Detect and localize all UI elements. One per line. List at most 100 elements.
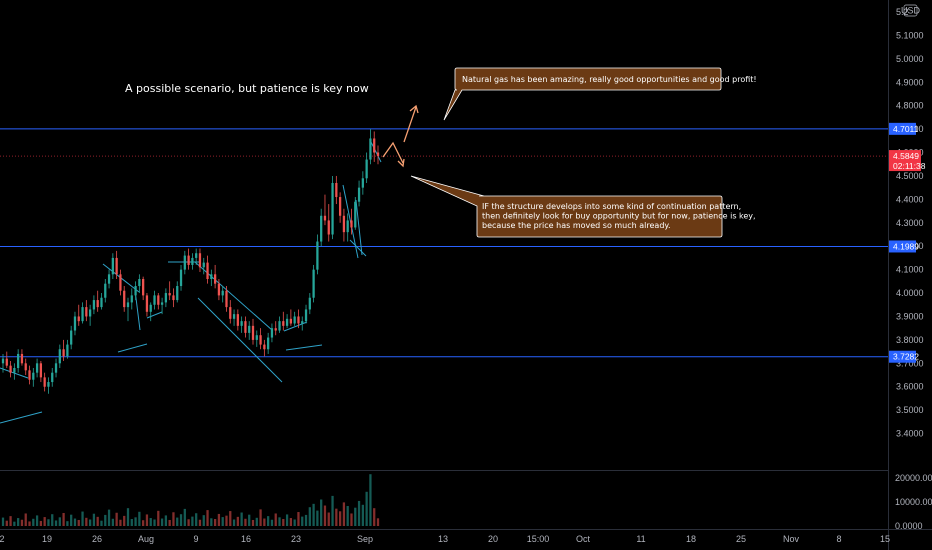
candle-body xyxy=(346,220,349,233)
top-wedge-line xyxy=(369,139,382,163)
candle-body xyxy=(335,182,338,198)
candle-body xyxy=(168,293,171,296)
candle-body xyxy=(134,286,137,296)
candle xyxy=(373,131,376,162)
callout-natural-gas[interactable]: Natural gas has been amazing, really goo… xyxy=(443,67,757,121)
candle xyxy=(232,309,236,326)
candle-body xyxy=(195,253,198,258)
volume-bar xyxy=(176,517,179,526)
candle xyxy=(195,248,198,265)
candle xyxy=(229,300,232,324)
time-tick-label: Nov xyxy=(783,534,800,544)
zigzag-arrowhead xyxy=(397,158,405,168)
volume-bar xyxy=(145,514,149,526)
candle xyxy=(289,309,293,326)
candle-body xyxy=(282,321,285,326)
candle-body xyxy=(9,365,12,373)
volume-bar xyxy=(376,518,380,526)
volume-bar xyxy=(308,507,311,526)
up-arrow-line xyxy=(403,106,417,143)
candle-body xyxy=(5,358,8,366)
candle-body xyxy=(130,295,133,303)
currency-tag-box xyxy=(903,4,918,17)
level-tag-label: 3.7282 xyxy=(893,352,919,362)
last-price-box xyxy=(889,150,921,172)
candle-body xyxy=(176,286,179,301)
candle xyxy=(47,377,50,394)
callout-structure[interactable]: IF the structure develops into some kind… xyxy=(410,175,758,238)
wedge-lower-line xyxy=(285,344,323,351)
volume-bar xyxy=(274,513,277,526)
candle-body xyxy=(96,300,99,308)
candle xyxy=(115,250,118,279)
candle xyxy=(327,204,330,242)
candle xyxy=(17,349,20,373)
volume-bar xyxy=(58,517,61,526)
candle-body xyxy=(107,274,111,284)
candle xyxy=(297,309,300,329)
candle xyxy=(179,264,183,291)
candle xyxy=(138,274,141,294)
candle-body xyxy=(210,274,213,279)
level-tag-label: 4.7011 xyxy=(893,124,919,134)
volume-bar xyxy=(263,518,266,526)
candle-body xyxy=(229,307,232,319)
volume-bar xyxy=(255,517,258,526)
candle-body xyxy=(331,182,334,235)
candle-body xyxy=(81,307,84,322)
candle xyxy=(119,269,122,296)
volume-bar xyxy=(35,515,39,526)
candle xyxy=(365,152,368,183)
candle xyxy=(32,368,35,387)
candle xyxy=(54,358,58,378)
candle xyxy=(198,248,202,272)
volume-bar xyxy=(304,514,308,526)
candle-body xyxy=(47,382,50,387)
currency-tag: USD xyxy=(901,4,921,17)
volume-bar xyxy=(54,520,58,526)
volume-bar xyxy=(104,514,107,526)
time-tick-label: 11 xyxy=(636,534,645,544)
volume-bar xyxy=(88,519,92,526)
candle-body xyxy=(66,344,69,357)
time-tick-label: 15:00 xyxy=(527,534,550,544)
volume-bar xyxy=(92,513,96,526)
callout-line-3: because the price has moved so much alre… xyxy=(482,221,671,230)
volume-bar xyxy=(172,512,175,526)
candle-body xyxy=(244,321,247,333)
price-tick-label: 4.5000 xyxy=(896,171,924,181)
time-tick-label: 25 xyxy=(736,534,746,544)
candle xyxy=(172,288,175,308)
volume-bar xyxy=(138,511,141,526)
volume-tick-label: 10000.0000 xyxy=(895,497,932,507)
candle xyxy=(346,213,349,242)
horizontal-levels xyxy=(0,128,888,358)
volume-bar xyxy=(217,513,221,526)
candle-body xyxy=(267,337,270,350)
candle xyxy=(267,332,270,354)
candle xyxy=(357,180,361,207)
candle xyxy=(320,208,323,247)
currency-label: USD xyxy=(901,6,921,16)
candle xyxy=(338,192,342,223)
candle-body xyxy=(357,187,361,202)
candle-body xyxy=(365,159,368,179)
candle-body xyxy=(73,316,77,331)
candle xyxy=(369,129,372,165)
candle xyxy=(153,290,156,310)
volume-bar xyxy=(47,519,50,526)
volume-bar xyxy=(81,511,84,526)
volume-bar xyxy=(270,519,274,526)
candle xyxy=(301,316,304,331)
time-axis[interactable]: 2 19 26 Aug 9 16 23 Sep 13 20 15:00 Oct 11 18 25 Nov 8 15 xyxy=(0,534,890,544)
scenario-zigzag-arrow xyxy=(382,141,404,164)
candle xyxy=(255,330,258,347)
candle-body xyxy=(304,309,308,322)
candle-body xyxy=(202,262,205,268)
level-tag-box xyxy=(889,240,916,253)
volume-bar xyxy=(331,495,334,526)
last-price-label: 4.5849 xyxy=(893,151,919,161)
time-tick-label: Aug xyxy=(138,534,154,544)
